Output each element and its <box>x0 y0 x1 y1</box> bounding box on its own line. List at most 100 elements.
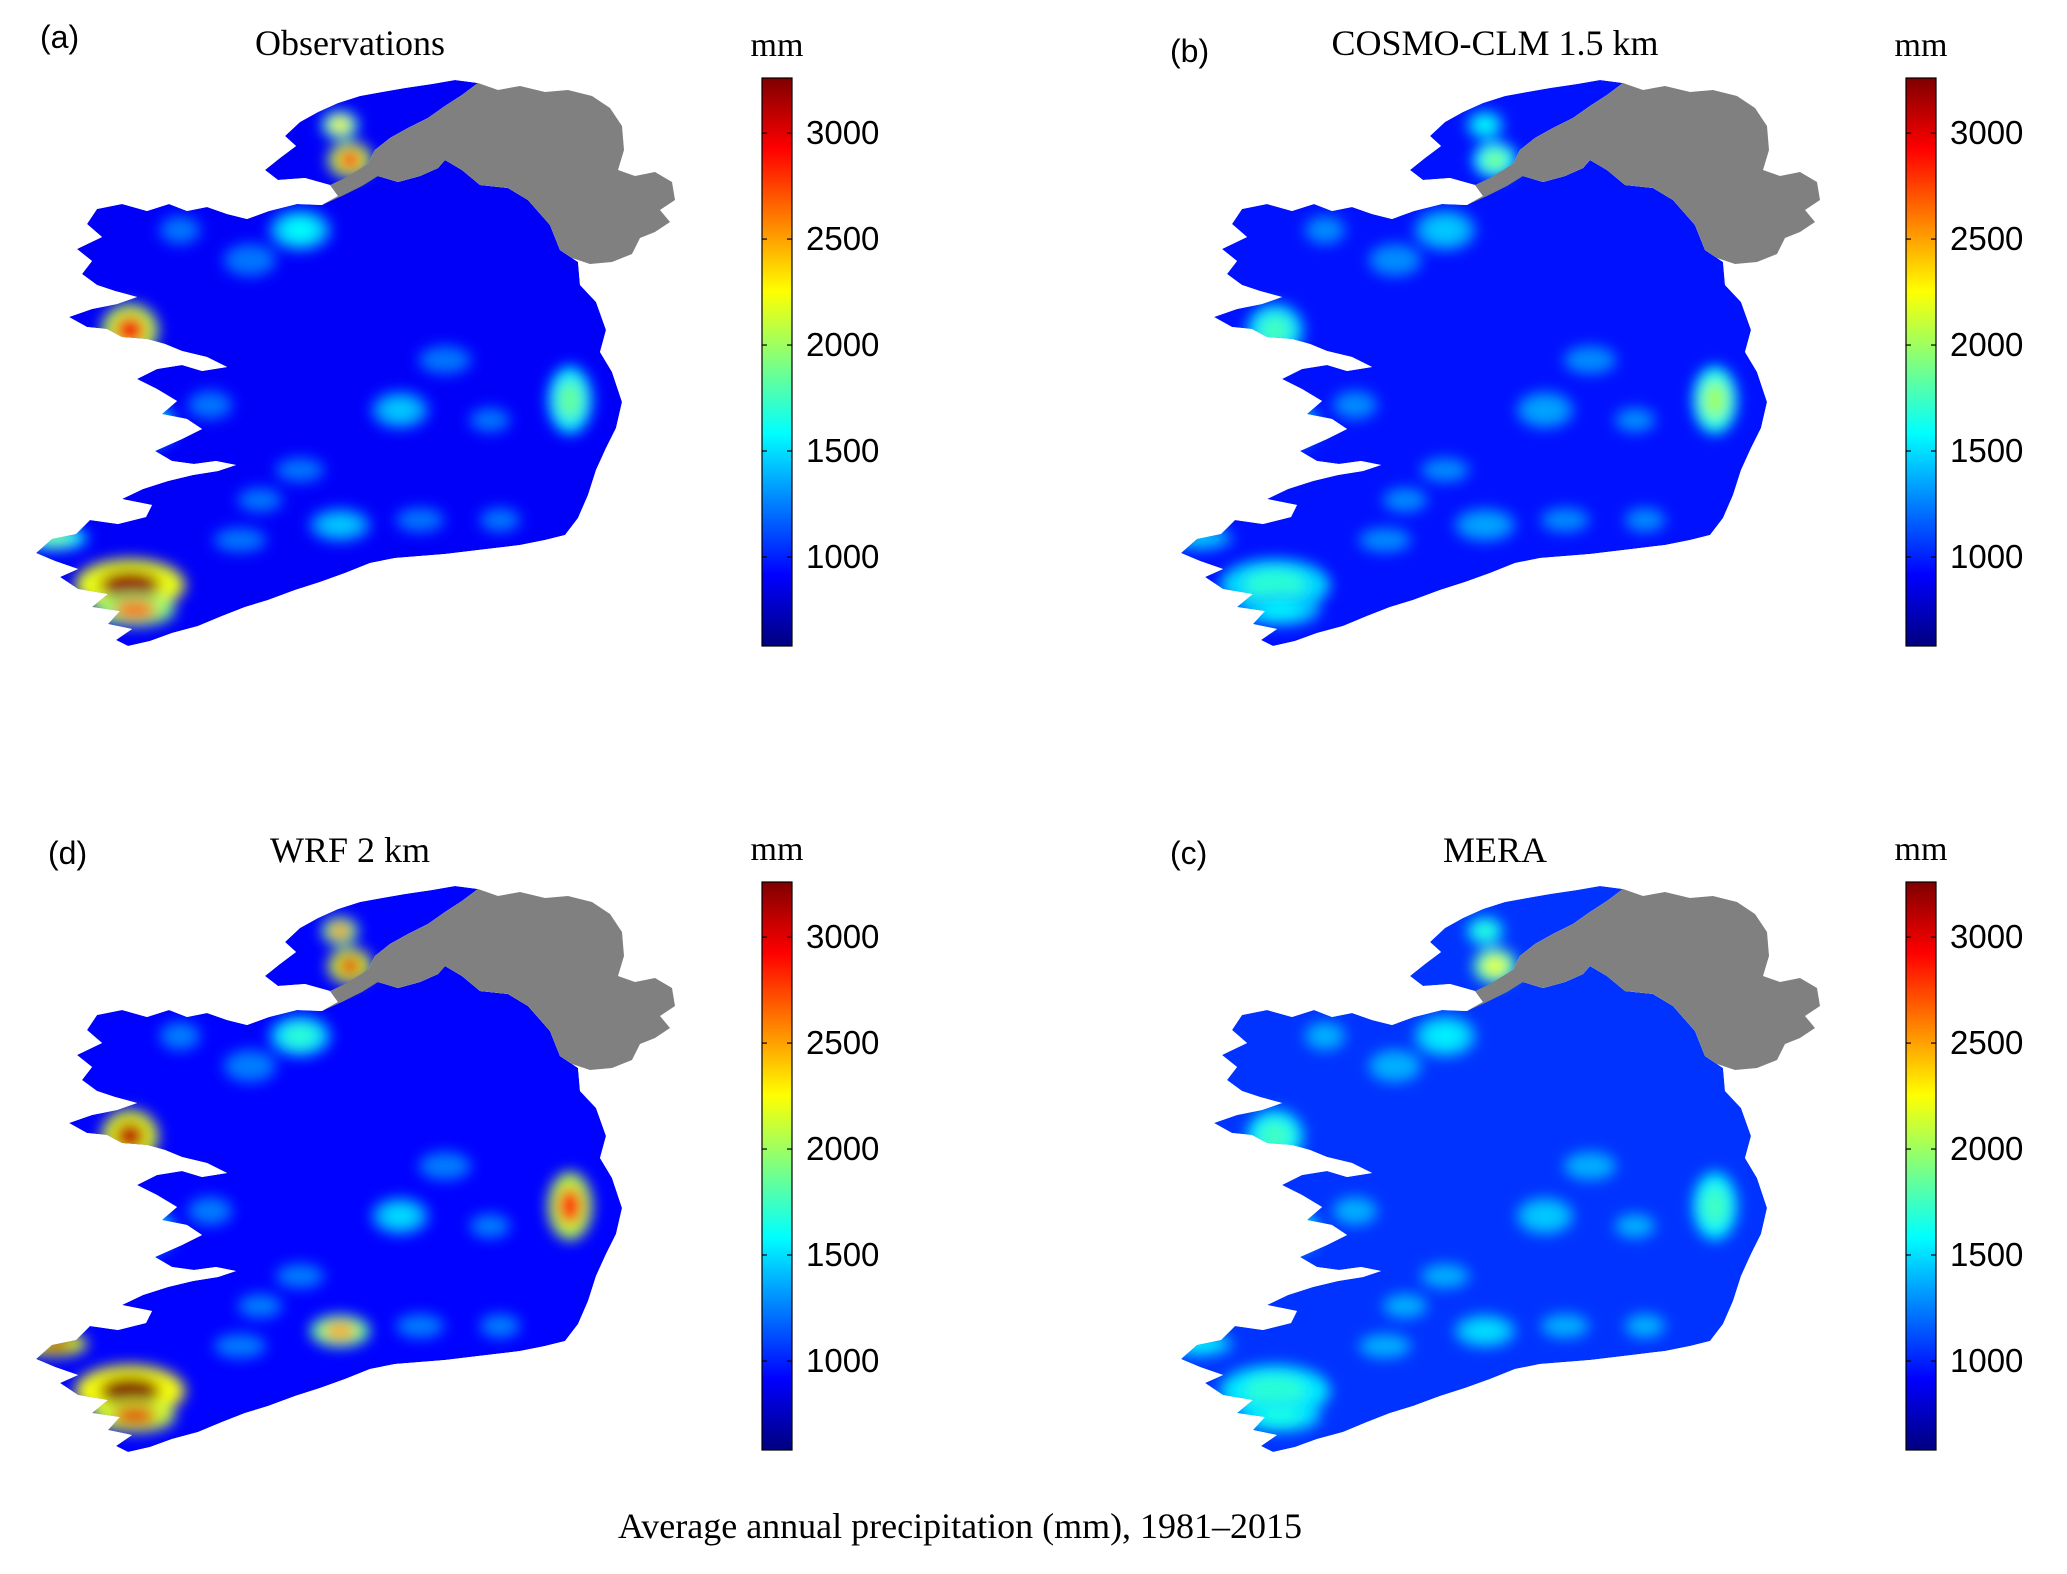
precip-texture-blob <box>1359 1334 1411 1358</box>
hotspot-core <box>1182 531 1218 545</box>
hotspot-core <box>1244 570 1306 600</box>
precip-texture-blob <box>1421 458 1469 482</box>
precip-texture-blob <box>419 1152 471 1180</box>
panel-letter: (d) <box>48 835 87 871</box>
hotspot-core <box>1259 315 1291 345</box>
hotspot-core <box>114 315 146 345</box>
colorbar-tick-label: 1500 <box>1950 432 2023 469</box>
hotspot-core <box>283 1025 317 1047</box>
hotspot-core <box>114 1121 146 1151</box>
colorbar-ramp <box>761 881 793 1451</box>
hotspot-core <box>384 400 416 420</box>
precip-texture-blob <box>224 244 276 276</box>
hotspot-core <box>337 956 363 976</box>
precip-texture-blob <box>1383 488 1427 512</box>
northern-ireland-mask <box>322 889 675 1070</box>
colorbar-tick-label: 1000 <box>806 1342 879 1379</box>
precip-texture-blob <box>238 1294 282 1318</box>
colorbar-tick-label: 1500 <box>806 1236 879 1273</box>
colorbar: mm 1000 1500 2000 2500 3000 <box>1895 831 2023 1451</box>
panel-title: COSMO-CLM 1.5 km <box>1331 23 1658 63</box>
hotspot-core <box>1273 412 1307 438</box>
precip-texture-blob <box>1359 528 1411 552</box>
colorbar-tick-label: 3000 <box>1950 114 2023 151</box>
colorbar-tick-label: 2500 <box>806 1024 879 1061</box>
hotspot-core <box>1702 1187 1728 1225</box>
colorbar-unit: mm <box>1895 831 1948 868</box>
hotspot-core <box>128 412 162 438</box>
precip-texture-blob <box>238 488 282 512</box>
panel-title: MERA <box>1443 830 1547 870</box>
republic-of-ireland-field <box>1181 886 1767 1452</box>
hotspot-core <box>557 1187 583 1225</box>
hotspot-core <box>557 381 583 419</box>
hotspot-core <box>37 1337 73 1351</box>
colorbar: mm 1000 1500 2000 2500 3000 <box>1895 27 2023 647</box>
precip-texture-blob <box>188 1197 232 1225</box>
colorbar-tick-label: 2000 <box>1950 326 2023 363</box>
precip-texture-blob <box>160 1022 200 1050</box>
precip-texture-blob <box>396 508 444 532</box>
colorbar-unit: mm <box>751 831 804 868</box>
hotspot-core <box>1468 1322 1502 1340</box>
colorbar-tick-label: 2500 <box>1950 1024 2023 1061</box>
precip-texture-blob <box>1541 1314 1589 1338</box>
figure-caption: Average annual precipitation (mm), 1981–… <box>618 1506 1302 1546</box>
precip-texture-blob <box>419 346 471 374</box>
colorbar-tick-label: 1000 <box>1950 1342 2023 1379</box>
precip-texture-blob <box>1369 244 1421 276</box>
colorbar-unit: mm <box>1895 27 1948 64</box>
precip-texture-blob <box>1333 391 1377 419</box>
hotspot-core <box>1258 601 1302 619</box>
hotspot-core <box>1475 923 1495 939</box>
hotspot-core <box>113 601 157 619</box>
colorbar-ramp <box>1905 77 1937 647</box>
precip-texture-blob <box>276 458 324 482</box>
precip-texture-blob <box>1564 346 1616 374</box>
hotspot-core <box>283 219 317 241</box>
hotspot-core <box>384 1206 416 1226</box>
precip-texture-blob <box>480 508 520 532</box>
precip-texture-blob <box>1564 1152 1616 1180</box>
ireland-map <box>36 886 675 1452</box>
precip-texture-blob <box>1421 1264 1469 1288</box>
panel-d: (d) WRF 2 km mm 1000 1500 2000 2500 3000 <box>36 830 879 1452</box>
colorbar-tick-label: 3000 <box>1950 918 2023 955</box>
hotspot-core <box>1428 1025 1462 1047</box>
precip-texture-blob <box>1305 216 1345 244</box>
precip-texture-blob <box>1615 1214 1655 1238</box>
colorbar-tick-label: 1000 <box>806 538 879 575</box>
panel-b: (b) COSMO-CLM 1.5 km mm 1000 1500 2000 2500 300… <box>1170 23 2023 647</box>
precip-texture-blob <box>470 1214 510 1238</box>
panel-letter: (b) <box>1170 33 1209 69</box>
precip-texture-blob <box>480 1314 520 1338</box>
precip-texture-blob <box>1615 408 1655 432</box>
hotspot-core <box>1702 381 1728 419</box>
hotspot-halo <box>1181 1332 1232 1356</box>
precip-texture-blob <box>470 408 510 432</box>
panel-c: (c) MERA mm 1000 1500 2000 2500 3000 <box>1170 830 2023 1452</box>
ireland-map <box>36 80 675 646</box>
hotspot-core <box>1273 1218 1307 1244</box>
hotspot-core <box>323 516 357 534</box>
hotspot-core <box>323 1322 357 1340</box>
hotspot-halo <box>1260 403 1320 447</box>
colorbar-tick-label: 3000 <box>806 114 879 151</box>
colorbar-ramp <box>761 77 793 647</box>
hotspot-core <box>330 923 350 939</box>
hotspot-halo <box>1260 1209 1320 1253</box>
hotspot-core <box>1182 1337 1218 1351</box>
ireland-map <box>1181 80 1820 646</box>
colorbar-tick-label: 1500 <box>806 432 879 469</box>
hotspot-core <box>113 1407 157 1425</box>
hotspot-core <box>99 570 161 600</box>
northern-ireland-mask <box>1467 83 1820 264</box>
hotspot-core <box>128 1218 162 1244</box>
precip-texture-blob <box>1333 1197 1377 1225</box>
hotspot-halo <box>115 403 175 447</box>
hotspot-core <box>1529 1206 1561 1226</box>
colorbar-tick-label: 2000 <box>806 1130 879 1167</box>
hotspot-core <box>1468 516 1502 534</box>
colorbar-tick-label: 3000 <box>806 918 879 955</box>
